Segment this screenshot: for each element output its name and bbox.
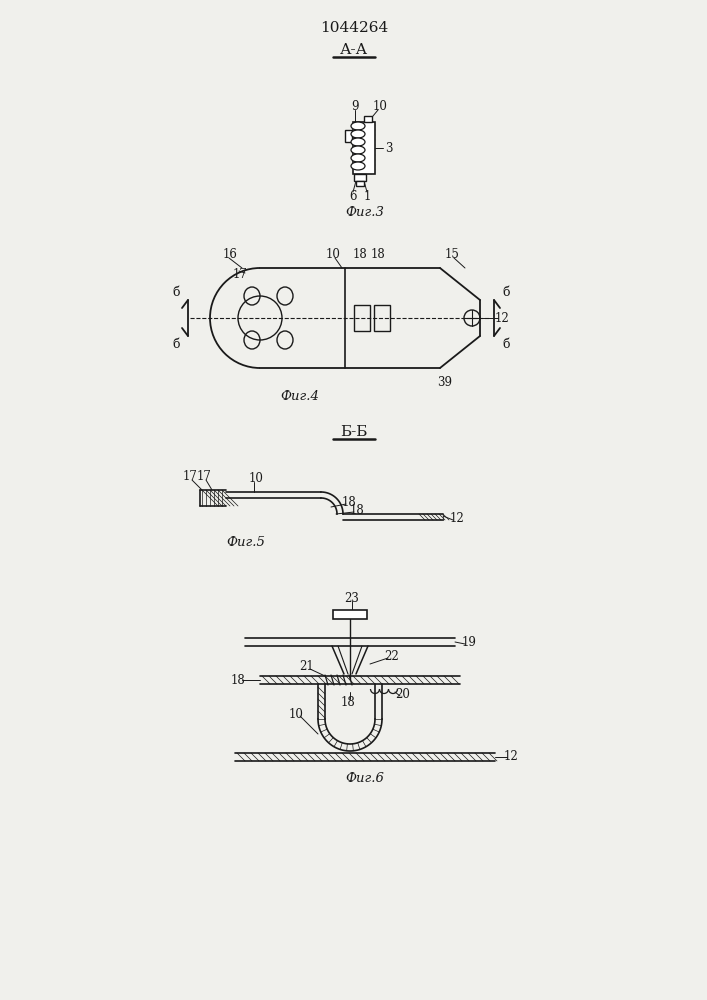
Text: 17: 17 — [182, 470, 197, 483]
Text: 12: 12 — [495, 312, 509, 324]
Text: 18: 18 — [353, 247, 368, 260]
Text: 1: 1 — [363, 190, 370, 202]
Text: 18: 18 — [230, 674, 245, 686]
Text: 17: 17 — [233, 267, 247, 280]
Text: 10: 10 — [249, 472, 264, 485]
Text: 6: 6 — [349, 190, 357, 202]
Text: б: б — [502, 338, 510, 351]
Text: 18: 18 — [341, 696, 356, 708]
Text: Фиг.6: Фиг.6 — [346, 772, 385, 786]
Text: 21: 21 — [300, 660, 315, 672]
Text: 22: 22 — [385, 650, 399, 662]
Text: Фиг.4: Фиг.4 — [281, 389, 320, 402]
Text: 16: 16 — [223, 247, 238, 260]
Bar — [356, 181, 364, 186]
Text: 20: 20 — [395, 688, 411, 700]
Text: Б-Б: Б-Б — [340, 425, 368, 439]
Ellipse shape — [351, 130, 365, 138]
Text: А-А: А-А — [340, 43, 368, 57]
Bar — [374, 305, 390, 331]
Text: 18: 18 — [370, 247, 385, 260]
Text: 19: 19 — [462, 636, 477, 648]
Text: 10: 10 — [373, 100, 387, 112]
Bar — [333, 610, 367, 619]
Text: 39: 39 — [438, 376, 452, 389]
Text: 10: 10 — [288, 708, 303, 720]
Text: б: б — [173, 338, 180, 351]
Bar — [353, 122, 375, 174]
Text: 15: 15 — [445, 247, 460, 260]
Text: 9: 9 — [351, 100, 358, 112]
Bar — [354, 305, 370, 331]
Ellipse shape — [351, 146, 365, 154]
Text: 18: 18 — [350, 504, 364, 516]
Ellipse shape — [351, 122, 365, 130]
Text: 12: 12 — [503, 750, 518, 764]
Bar — [364, 116, 372, 122]
Text: 18: 18 — [341, 495, 356, 508]
Bar — [354, 174, 366, 181]
Ellipse shape — [351, 138, 365, 146]
Text: 3: 3 — [385, 141, 393, 154]
Text: 12: 12 — [450, 512, 464, 524]
Text: 1044264: 1044264 — [320, 21, 388, 35]
Text: Фиг.5: Фиг.5 — [226, 536, 265, 548]
Ellipse shape — [351, 154, 365, 162]
Text: б: б — [502, 286, 510, 298]
Text: 10: 10 — [325, 247, 341, 260]
Text: б: б — [173, 286, 180, 298]
Text: Фиг.3: Фиг.3 — [346, 206, 385, 219]
Bar — [345, 130, 352, 142]
Text: 23: 23 — [344, 591, 359, 604]
Text: 17: 17 — [197, 470, 211, 483]
Ellipse shape — [351, 162, 365, 170]
